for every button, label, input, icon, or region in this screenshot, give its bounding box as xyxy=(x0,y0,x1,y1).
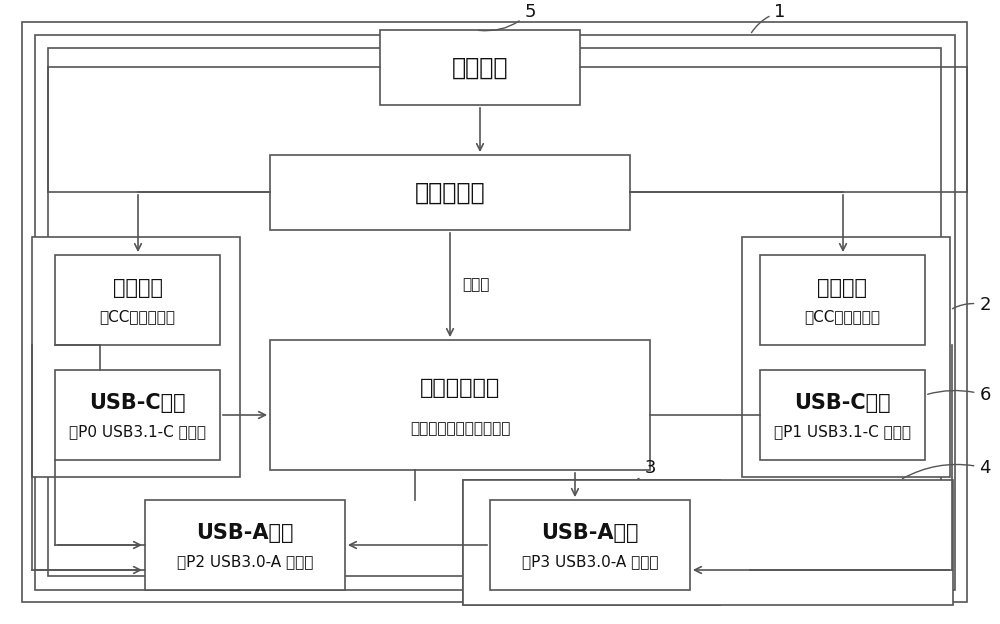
Text: （P1 USB3.1-C 插座）: （P1 USB3.1-C 插座） xyxy=(774,424,911,439)
Bar xyxy=(55,370,220,460)
Text: 6: 6 xyxy=(928,386,991,404)
Text: 1: 1 xyxy=(751,3,786,32)
Text: 逻辑模块: 逻辑模块 xyxy=(818,278,868,298)
Text: 发指令: 发指令 xyxy=(462,278,489,293)
Bar xyxy=(380,30,580,105)
Bar xyxy=(463,480,953,605)
Text: （P0 USB3.1-C 插座）: （P0 USB3.1-C 插座） xyxy=(69,424,206,439)
Bar xyxy=(32,237,240,477)
Text: 处理器模块: 处理器模块 xyxy=(415,180,485,205)
Text: 电源模块: 电源模块 xyxy=(452,56,508,79)
Text: （P3 USB3.0-A 插座）: （P3 USB3.0-A 插座） xyxy=(522,553,658,568)
Text: USB-A插座: USB-A插座 xyxy=(196,524,294,544)
Text: （CC逻辑模块）: （CC逻辑模块） xyxy=(804,309,881,324)
Bar xyxy=(463,480,720,605)
Text: （P2 USB3.0-A 插座）: （P2 USB3.0-A 插座） xyxy=(177,553,313,568)
Bar xyxy=(760,370,925,460)
Bar xyxy=(48,48,941,576)
Text: 3: 3 xyxy=(638,459,656,479)
Bar xyxy=(35,35,955,590)
Text: USB-C插座: USB-C插座 xyxy=(89,393,186,413)
Text: USB-A插座: USB-A插座 xyxy=(541,524,639,544)
Text: 4: 4 xyxy=(902,459,991,479)
Text: （信号处理与传输模块）: （信号处理与传输模块） xyxy=(410,421,510,436)
Bar xyxy=(145,500,345,590)
Text: 5: 5 xyxy=(479,3,536,31)
Bar xyxy=(490,500,690,590)
Text: 逻辑模块: 逻辑模块 xyxy=(112,278,162,298)
Bar xyxy=(760,255,925,345)
Bar xyxy=(55,255,220,345)
Bar xyxy=(270,155,630,230)
Text: USB-C插座: USB-C插座 xyxy=(794,393,891,413)
Text: 2: 2 xyxy=(952,296,991,314)
Bar xyxy=(270,340,650,470)
Bar xyxy=(742,237,950,477)
Text: 信号传输模块: 信号传输模块 xyxy=(420,378,500,398)
Text: （CC逻辑模块）: （CC逻辑模块） xyxy=(100,309,176,324)
